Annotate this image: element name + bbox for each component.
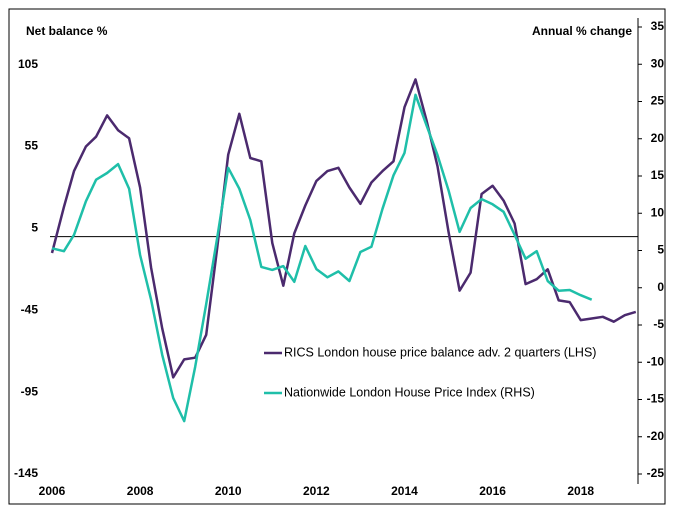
y-tick-label: -45 — [21, 302, 39, 316]
y-tick-label: -145 — [14, 466, 38, 480]
y2-tick-label: 25 — [651, 94, 665, 108]
x-tick-label: 2018 — [567, 484, 594, 498]
y2-tick-label: -5 — [653, 317, 664, 331]
x-tick-label: 2014 — [391, 484, 418, 498]
legend-label: RICS London house price balance adv. 2 q… — [284, 345, 596, 359]
y-tick-label: 105 — [18, 57, 38, 71]
y-tick-label: -95 — [21, 384, 39, 398]
y2-tick-label: -25 — [647, 466, 665, 480]
frame — [8, 8, 666, 505]
y2-tick-label: 0 — [657, 280, 664, 294]
y2-tick-label: 35 — [651, 19, 665, 33]
y-tick-label: 55 — [25, 139, 39, 153]
series-line — [50, 78, 637, 379]
y-tick-label: 5 — [31, 221, 38, 235]
x-tick-label: 2012 — [303, 484, 330, 498]
y2-tick-label: 5 — [657, 243, 664, 257]
y2-tick-label: 30 — [651, 56, 665, 70]
y2-tick-label: 20 — [651, 131, 665, 145]
x-tick-label: 2016 — [479, 484, 506, 498]
x-tick-label: 2006 — [39, 484, 66, 498]
series-line — [51, 93, 593, 423]
y-axis-label: Net balance % — [26, 24, 108, 38]
y2-axis-label: Annual % change — [532, 24, 632, 38]
y2-tick-label: -10 — [647, 354, 665, 368]
legend-label: Nationwide London House Price Index (RHS… — [284, 385, 535, 399]
x-tick-label: 2008 — [127, 484, 154, 498]
y2-tick-label: 10 — [651, 205, 665, 219]
y2-tick-label: 15 — [651, 168, 665, 182]
y2-tick-label: -15 — [647, 392, 665, 406]
y2-tick-label: -20 — [647, 429, 665, 443]
x-tick-label: 2010 — [215, 484, 242, 498]
